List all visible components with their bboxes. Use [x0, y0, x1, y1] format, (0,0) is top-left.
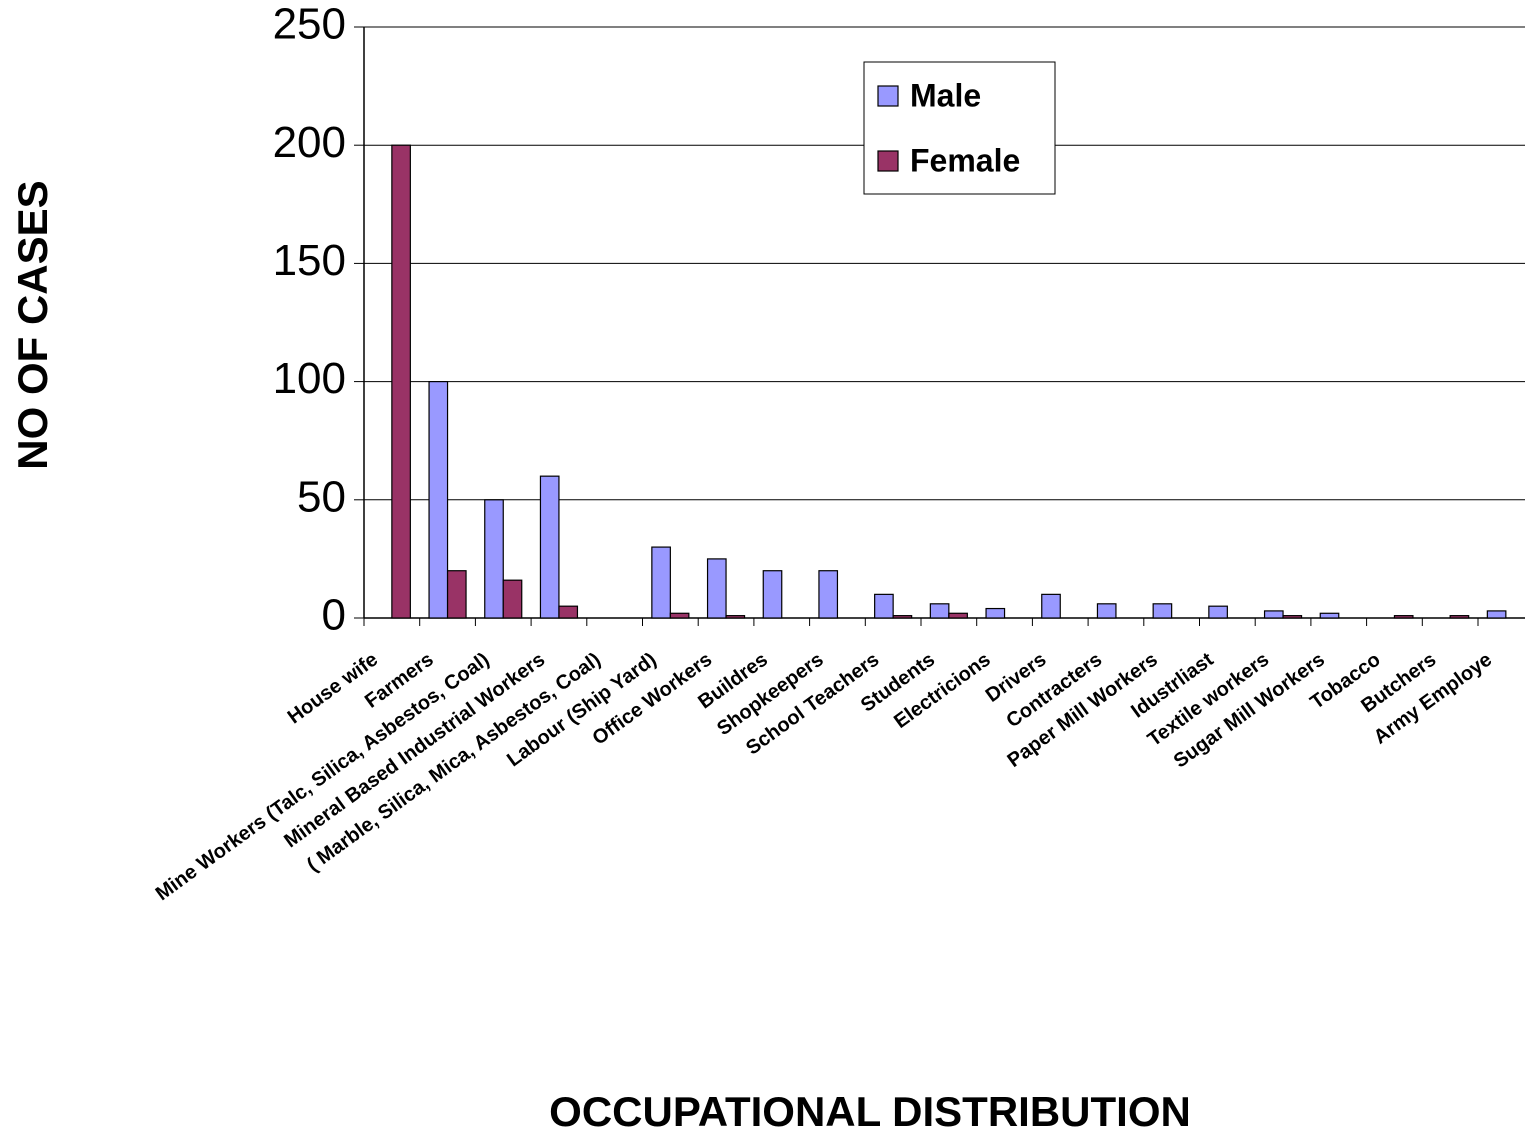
bar — [1263, 610, 1284, 619]
x-tick-label: House wife — [284, 649, 382, 729]
x-axis-title: OCCUPATIONAL DISTRIBUTION — [549, 1088, 1191, 1135]
bar — [502, 579, 523, 619]
bar — [1319, 612, 1340, 619]
legend-label: Male — [910, 77, 981, 113]
bar — [929, 603, 950, 619]
bar — [669, 612, 690, 619]
bar — [985, 607, 1006, 619]
bar — [818, 570, 839, 619]
bar — [1449, 615, 1470, 619]
bar — [1486, 610, 1507, 619]
legend-swatch — [877, 150, 899, 172]
bar — [1208, 605, 1228, 619]
legend-swatch — [877, 85, 899, 107]
bar — [391, 144, 411, 619]
y-tick-label: 100 — [273, 354, 346, 403]
bar — [1393, 615, 1414, 619]
bar — [428, 381, 449, 619]
bar — [725, 615, 746, 619]
bar — [446, 570, 467, 619]
y-tick-label: 250 — [273, 0, 346, 49]
bar — [762, 570, 783, 619]
bar — [651, 546, 671, 619]
bar — [558, 605, 579, 619]
bar — [539, 475, 560, 619]
x-tick-label: Electricions — [890, 649, 995, 733]
bar — [1282, 615, 1303, 619]
bar — [1041, 593, 1061, 619]
y-tick-label: 200 — [273, 118, 346, 167]
y-tick-label: 0 — [322, 591, 346, 640]
y-axis-title: NO OF CASES — [9, 180, 56, 469]
bar — [1152, 603, 1173, 619]
bar — [948, 612, 968, 619]
legend-box — [863, 61, 1056, 195]
y-tick-label: 150 — [273, 236, 346, 285]
bar — [1096, 603, 1117, 619]
bar — [874, 593, 894, 619]
bar — [706, 558, 727, 619]
legend-label: Female — [910, 142, 1020, 178]
y-tick-label: 50 — [297, 472, 346, 521]
bar — [892, 615, 913, 619]
bar — [484, 499, 504, 619]
